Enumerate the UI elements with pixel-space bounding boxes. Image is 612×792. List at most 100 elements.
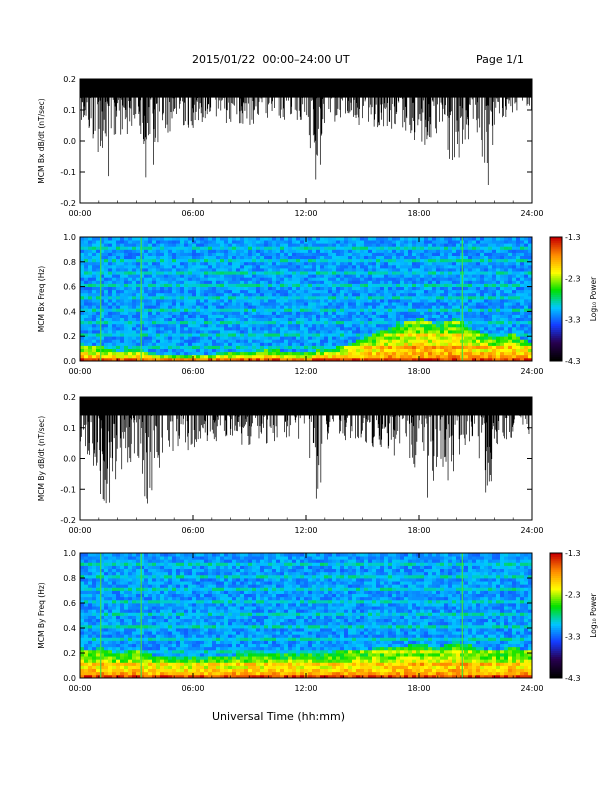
panel-1-heat-cell <box>400 271 405 275</box>
panel-1-heat-cell <box>220 320 225 325</box>
panel-1-heat-cell <box>160 246 165 250</box>
panel-1-heat-cell <box>108 286 113 291</box>
panel-1-heat-cell <box>148 314 153 318</box>
panel-1-heat-cell <box>376 264 381 269</box>
panel-3-heat-cell <box>92 621 97 626</box>
panel-1-heat-cell <box>136 308 141 312</box>
panel-1-heat-cell <box>264 317 269 322</box>
panel-1-heat-cell <box>260 289 265 294</box>
panel-1-heat-cell <box>296 299 301 303</box>
panel-1-heat-cell <box>288 277 293 281</box>
panel-2-ytick-label: 0.1 <box>63 424 76 433</box>
panel-1-heat-cell <box>80 314 85 318</box>
panel-1-heat-cell <box>372 308 377 312</box>
panel-1-heat-cell <box>492 336 497 340</box>
panel-3-heat-cell <box>92 606 97 610</box>
panel-1-heat-cell <box>232 243 237 247</box>
panel-1-heat-cell <box>304 342 309 346</box>
panel-1-heat-cell <box>108 249 113 253</box>
panel-1-heat-cell <box>236 255 241 260</box>
panel-1-heat-cell <box>152 255 157 260</box>
panel-1-heat-cell <box>264 289 269 294</box>
panel-1-heat-cell <box>524 314 529 318</box>
panel-1-heat-cell <box>188 302 193 306</box>
panel-3-heat-cell <box>88 584 93 588</box>
panel-1-heat-cell <box>224 326 229 331</box>
panel-1-ylabel: MCM Bx Freq (Hz) <box>37 266 46 332</box>
panel-1-heat-cell <box>376 240 381 244</box>
panel-1-heat-cell <box>168 277 173 281</box>
panel-1-heat-cell <box>144 351 149 356</box>
panel-1-heat-cell <box>248 237 253 241</box>
panel-1-heat-cell <box>144 339 149 343</box>
panel-1-heat-cell <box>124 330 129 334</box>
panel-1-heat-cell <box>184 333 189 337</box>
panel-1-heat-cell <box>364 264 369 269</box>
panel-1-heat-cell <box>480 354 485 359</box>
panel-1-heat-cell <box>332 308 337 312</box>
panel-1-heat-cell <box>220 292 225 297</box>
panel-3-heat-cell <box>84 553 89 557</box>
panel-1-heat-cell <box>104 323 109 328</box>
panel-1-heat-cell <box>256 271 261 275</box>
panel-1-heat-cell <box>160 274 165 278</box>
panel-1-heat-cell <box>312 342 317 346</box>
panel-1-heat-cell <box>152 311 157 315</box>
panel-1-heat-cell <box>244 333 249 337</box>
panel-1-heat-cell <box>236 295 241 300</box>
panel-1-heat-cell <box>380 261 385 266</box>
panel-1-heat-cell <box>472 302 477 306</box>
panel-1-heat-cell <box>428 339 433 343</box>
panel-1-heat-cell <box>128 252 133 256</box>
panel-1-heat-cell <box>188 280 193 284</box>
panel-1-heat-cell <box>236 311 241 315</box>
panel-1-heat-cell <box>152 302 157 306</box>
panel-1-heat-cell <box>256 345 261 349</box>
panel-1-heat-cell <box>168 243 173 247</box>
panel-1-heat-cell <box>328 286 333 291</box>
panel-1-heat-cell <box>100 302 105 306</box>
panel-1-heat-cell <box>208 289 213 294</box>
panel-1-heat-cell <box>524 348 529 353</box>
panel-1-heat-cell <box>116 326 121 331</box>
panel-1-heat-cell <box>504 271 509 275</box>
panel-1-heat-cell <box>388 333 393 337</box>
panel-1-heat-cell <box>416 255 421 260</box>
panel-1-heat-cell <box>348 345 353 349</box>
panel-1-heat-cell <box>232 308 237 312</box>
panel-1-heat-cell <box>88 274 93 278</box>
panel-1-heat-cell <box>412 333 417 337</box>
panel-1-heat-cell <box>292 336 297 340</box>
panel-1-heat-cell <box>104 252 109 256</box>
panel-1-heat-cell <box>128 336 133 340</box>
panel-1-heat-cell <box>288 274 293 278</box>
panel-1-heat-cell <box>200 240 205 244</box>
panel-1-heat-cell <box>128 339 133 343</box>
panel-1-heat-cell <box>324 336 329 340</box>
panel-1-heat-cell <box>248 348 253 353</box>
panel-1-heat-cell <box>480 336 485 340</box>
panel-1-heat-cell <box>112 268 117 272</box>
panel-1-heat-cell <box>492 264 497 269</box>
panel-1-heat-cell <box>284 311 289 315</box>
panel-1-heat-cell <box>208 311 213 315</box>
panel-1-heat-cell <box>104 333 109 337</box>
panel-1-heat-cell <box>216 357 221 362</box>
panel-1-heat-cell <box>492 323 497 328</box>
panel-1-heat-cell <box>452 274 457 278</box>
panel-1-heat-cell <box>320 240 325 244</box>
colorbar-1-segment <box>550 346 562 350</box>
colorbar-1-segment <box>550 313 562 317</box>
panel-1-heat-cell <box>124 354 129 359</box>
panel-1-heat-cell <box>476 326 481 331</box>
panel-1-heat-cell <box>228 302 233 306</box>
panel-1-heat-cell <box>488 348 493 353</box>
panel-3-heat-cell <box>100 631 105 635</box>
panel-1-heat-cell <box>448 243 453 247</box>
panel-1-heat-cell <box>464 280 469 284</box>
panel-1-heat-cell <box>472 305 477 309</box>
panel-1-heat-cell <box>180 274 185 278</box>
panel-1-heat-cell <box>480 311 485 315</box>
panel-1-heat-cell <box>356 311 361 315</box>
panel-1-heat-cell <box>472 342 477 346</box>
